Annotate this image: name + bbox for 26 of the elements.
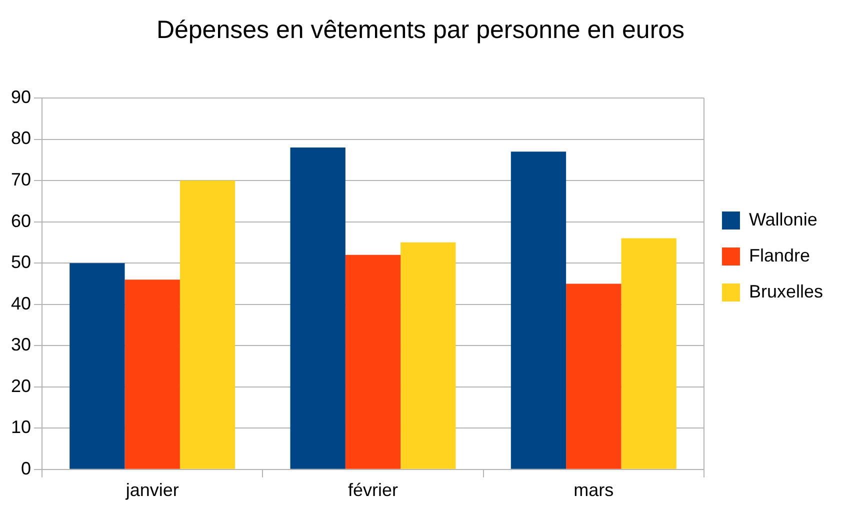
x-tick-label: février [348,480,398,500]
y-tick-label: 10 [10,417,32,438]
bar [290,148,346,469]
y-tick-label: 90 [10,86,32,107]
y-tick-label: 20 [10,376,32,396]
bar [566,284,622,469]
y-tick-label: 40 [10,293,32,314]
y-tick-label: 0 [21,458,32,478]
y-tick-label: 80 [10,128,32,148]
x-tick-label: janvier [124,480,179,500]
bar [621,238,676,469]
bar [345,254,401,469]
chart-title: Dépenses en vêtements par personne en euros [156,16,685,44]
y-tick-label: 50 [10,252,32,272]
legend-label: Wallonie [748,209,818,230]
y-tick-label: 70 [10,170,32,190]
y-tick-label: 60 [10,210,32,231]
legend-label: Flandre [748,245,810,266]
bar [400,242,456,469]
bar [510,152,566,469]
legend-label: Bruxelles [748,281,823,302]
y-tick-label: 30 [10,334,32,355]
bar [180,180,236,469]
x-tick-label: mars [574,480,614,500]
bar [70,263,125,469]
bar [124,280,180,469]
